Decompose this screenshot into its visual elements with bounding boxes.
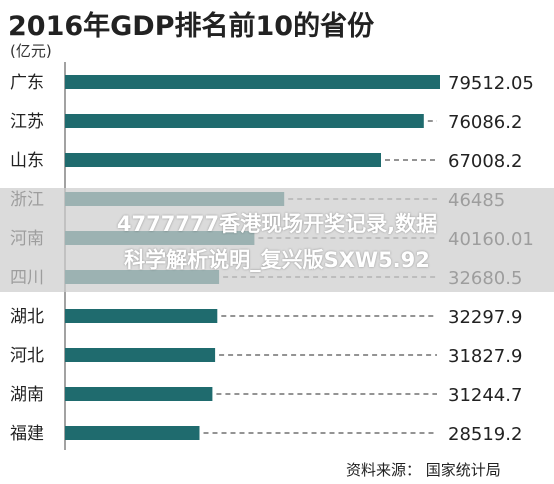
bar (65, 348, 216, 362)
category-label: 湖北 (10, 307, 44, 327)
value-label: 32297.9 (448, 307, 522, 328)
watermark-line-2: 科学解析说明_复兴版SXW5.92 (124, 248, 430, 272)
value-label: 76086.2 (448, 112, 522, 133)
bar (65, 426, 200, 440)
category-label: 福建 (10, 424, 44, 444)
source-note: 资料来源： 国家统计局 (346, 461, 501, 479)
category-label: 广东 (10, 73, 44, 93)
category-label: 湖南 (10, 385, 44, 405)
bar (65, 387, 213, 401)
bar (65, 309, 218, 323)
bar (65, 75, 440, 89)
unit-label: (亿元) (10, 42, 52, 60)
category-label: 河北 (10, 346, 44, 366)
category-label: 山东 (10, 151, 44, 171)
value-label: 31827.9 (448, 346, 522, 367)
watermark-line-1: 4777777香港现场开奖记录,数据 (116, 212, 438, 236)
value-label: 28519.2 (448, 424, 522, 445)
value-label: 31244.7 (448, 385, 522, 406)
value-label: 67008.2 (448, 151, 522, 172)
value-label: 79512.05 (448, 73, 534, 94)
bar (65, 153, 381, 167)
bar (65, 114, 424, 128)
chart-title: 2016年GDP排名前10的省份 (8, 11, 375, 42)
category-label: 江苏 (10, 112, 44, 132)
watermark-overlay: 4777777香港现场开奖记录,数据 科学解析说明_复兴版SXW5.92 (0, 188, 554, 292)
